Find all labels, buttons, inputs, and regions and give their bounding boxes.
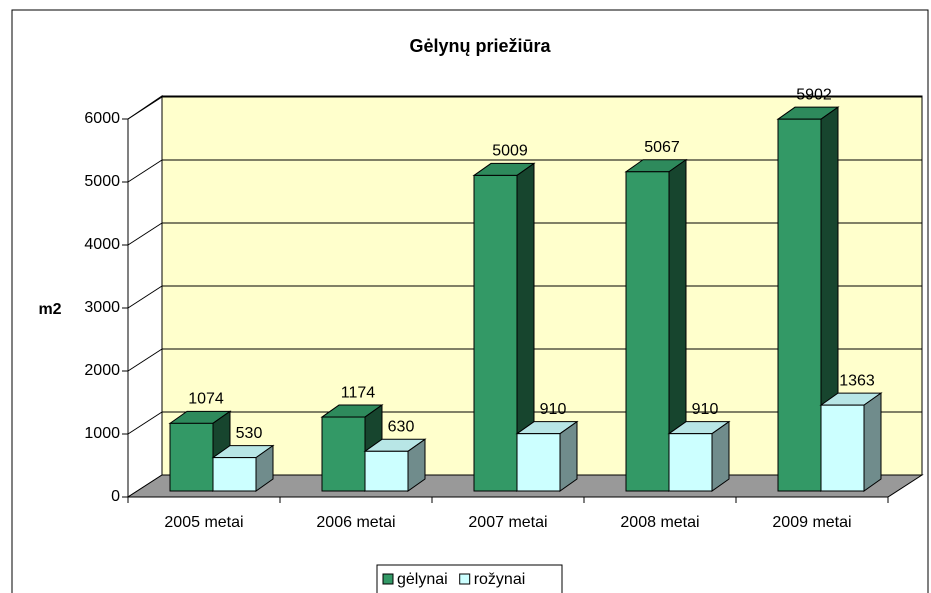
- data-label: 1074: [188, 391, 224, 408]
- grid-line: [127, 285, 163, 309]
- y-tick-label: 2000: [84, 362, 120, 379]
- grid-line: [127, 348, 163, 372]
- bar: [321, 416, 366, 492]
- x-tick-label: 2008 metai: [620, 514, 699, 531]
- data-label: 530: [236, 425, 263, 442]
- bar: [473, 174, 518, 492]
- y-tick-label: 0: [111, 488, 120, 505]
- y-tick-label: 1000: [84, 425, 120, 442]
- data-label: 1174: [341, 384, 376, 401]
- bar: [625, 171, 670, 492]
- data-label: 5902: [796, 86, 832, 103]
- legend-label: rožynai: [474, 571, 526, 588]
- grid-line: [127, 411, 163, 435]
- y-axis-label: m2: [38, 301, 61, 318]
- data-label: 5067: [644, 139, 680, 156]
- y-tick-label: 4000: [84, 236, 120, 253]
- bar: [777, 118, 822, 492]
- bar: [169, 422, 214, 492]
- bar: [516, 433, 561, 492]
- bar: [668, 433, 713, 492]
- bar-side: [711, 420, 730, 492]
- y-tick-label: 5000: [84, 173, 120, 190]
- legend-swatch: [459, 573, 471, 585]
- grid-line: [127, 96, 163, 120]
- data-label: 910: [540, 401, 567, 418]
- grid-line: [127, 222, 163, 246]
- data-label: 1363: [839, 372, 875, 389]
- bar: [212, 457, 257, 492]
- bar-side: [863, 392, 882, 492]
- x-tick-label: 2005 metai: [164, 514, 243, 531]
- legend-swatch: [382, 573, 394, 585]
- data-label: 910: [692, 401, 719, 418]
- data-label: 5009: [492, 143, 528, 160]
- x-tick-label: 2007 metai: [468, 514, 547, 531]
- grid-line: [127, 159, 163, 183]
- bar: [820, 404, 865, 492]
- y-tick-label: 3000: [84, 299, 120, 316]
- y-tick-label: 6000: [84, 110, 120, 127]
- x-tick-label: 2009 metai: [772, 514, 851, 531]
- x-tick-label: 2006 metai: [316, 514, 395, 531]
- chart-title: Gėlynų priežiūra: [409, 36, 551, 56]
- data-label: 630: [388, 419, 415, 436]
- bar: [364, 450, 409, 492]
- bar-side: [559, 420, 578, 492]
- legend-label: gėlynai: [397, 571, 448, 588]
